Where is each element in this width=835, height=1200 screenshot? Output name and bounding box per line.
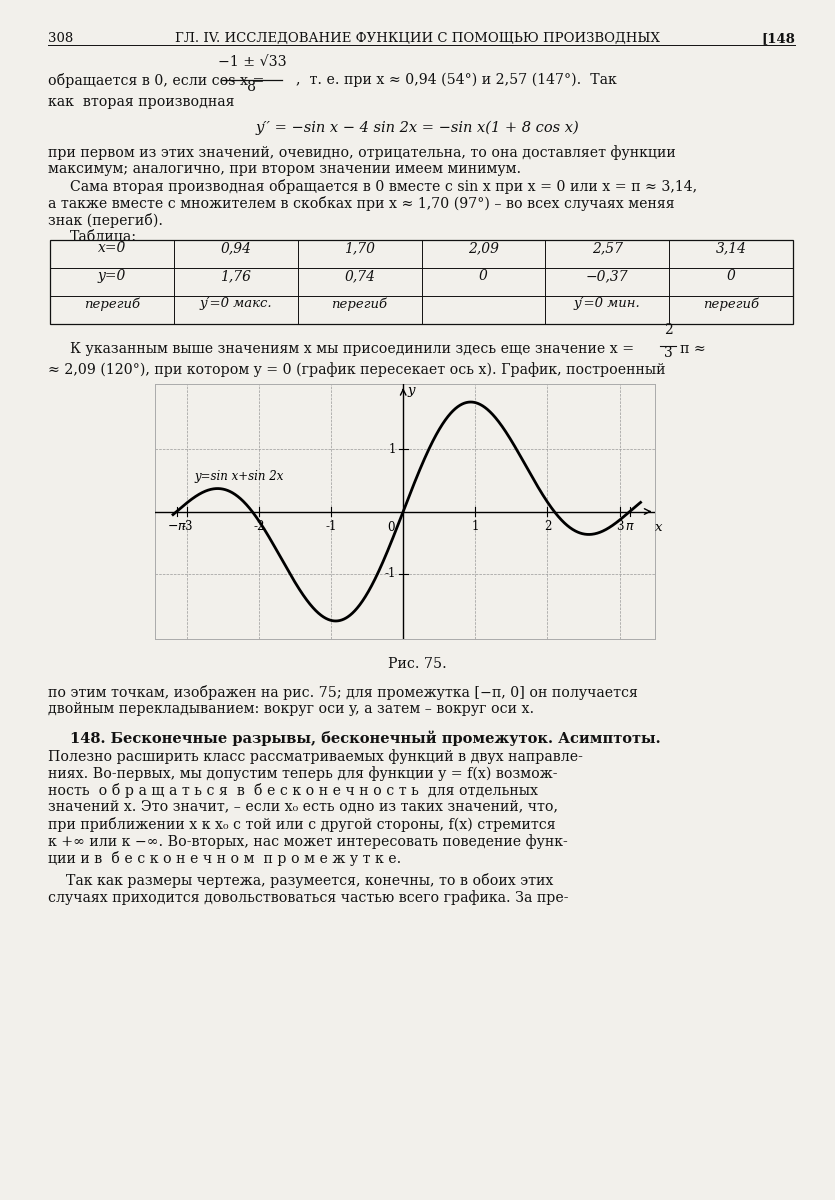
Text: 1: 1 bbox=[388, 443, 396, 456]
Text: Таблица:: Таблица: bbox=[70, 230, 137, 244]
Text: при приближении x к x₀ с той или с другой стороны, f(x) стремится: при приближении x к x₀ с той или с друго… bbox=[48, 817, 555, 832]
Text: π ≈: π ≈ bbox=[680, 342, 706, 356]
Text: y′=0 мин.: y′=0 мин. bbox=[574, 298, 640, 311]
Text: ность  о б р а щ а т ь с я  в  б е с к о н е ч н о с т ь  для отдельных: ность о б р а щ а т ь с я в б е с к о н … bbox=[48, 782, 538, 798]
Text: 0: 0 bbox=[726, 269, 736, 283]
Text: ≈ 2,09 (120°), при котором y = 0 (график пересекает ось x). График, построенный: ≈ 2,09 (120°), при котором y = 0 (график… bbox=[48, 362, 665, 377]
Text: Полезно расширить класс рассматриваемых функций в двух направле-: Полезно расширить класс рассматриваемых … bbox=[48, 749, 583, 764]
Text: ции и в  б е с к о н е ч н о м  п р о м е ж у т к е.: ции и в б е с к о н е ч н о м п р о м е … bbox=[48, 851, 402, 866]
Text: $-\pi$: $-\pi$ bbox=[166, 520, 187, 533]
Text: 0: 0 bbox=[387, 521, 395, 534]
Text: -2: -2 bbox=[253, 520, 265, 533]
Text: y′′ = −sin x − 4 sin 2x = −sin x(1 + 8 cos x): y′′ = −sin x − 4 sin 2x = −sin x(1 + 8 c… bbox=[256, 121, 579, 136]
Text: −0,37: −0,37 bbox=[586, 269, 629, 283]
Text: к +∞ или к −∞. Во-вторых, нас может интересовать поведение функ-: к +∞ или к −∞. Во-вторых, нас может инте… bbox=[48, 834, 568, 848]
Text: 3: 3 bbox=[615, 520, 623, 533]
Text: обращается в 0, если cos x =: обращается в 0, если cos x = bbox=[48, 73, 265, 88]
Text: максимум; аналогично, при втором значении имеем минимум.: максимум; аналогично, при втором значени… bbox=[48, 162, 521, 176]
Text: перегиб: перегиб bbox=[331, 298, 387, 311]
Text: 0,74: 0,74 bbox=[344, 269, 375, 283]
Text: [148: [148 bbox=[762, 32, 795, 44]
Text: y=0: y=0 bbox=[98, 269, 126, 283]
Text: Рис. 75.: Рис. 75. bbox=[387, 658, 447, 671]
Text: 1,76: 1,76 bbox=[220, 269, 251, 283]
Bar bbox=[50, 240, 793, 324]
Text: К указанным выше значениям x мы присоединили здесь еще значение x =: К указанным выше значениям x мы присоеди… bbox=[70, 342, 634, 356]
Text: ГЛ. IV. ИССЛЕДОВАНИЕ ФУНКЦИИ С ПОМОЩЬЮ ПРОИЗВОДНЫХ: ГЛ. IV. ИССЛЕДОВАНИЕ ФУНКЦИИ С ПОМОЩЬЮ П… bbox=[175, 32, 660, 44]
Text: -1: -1 bbox=[326, 520, 337, 533]
Text: при первом из этих значений, очевидно, отрицательна, то она доставляет функции: при первом из этих значений, очевидно, о… bbox=[48, 145, 676, 160]
Text: 148. Бесконечные разрывы, бесконечный промежуток. Асимптоты.: 148. Бесконечные разрывы, бесконечный пр… bbox=[70, 730, 660, 745]
Text: 2,09: 2,09 bbox=[468, 241, 499, 254]
Text: ниях. Во-первых, мы допустим теперь для функции y = f(x) возмож-: ниях. Во-первых, мы допустим теперь для … bbox=[48, 766, 558, 781]
Text: случаях приходится довольствоваться частью всего графика. За пре-: случаях приходится довольствоваться част… bbox=[48, 890, 569, 905]
Text: двойным перекладыванием: вокруг оси y, а затем – вокруг оси x.: двойным перекладыванием: вокруг оси y, а… bbox=[48, 702, 534, 716]
Text: y′=0 макс.: y′=0 макс. bbox=[200, 298, 272, 311]
Text: -1: -1 bbox=[385, 568, 396, 580]
Text: 8: 8 bbox=[247, 80, 256, 94]
Text: значений x. Это значит, – если x₀ есть одно из таких значений, что,: значений x. Это значит, – если x₀ есть о… bbox=[48, 800, 558, 814]
Text: x=0: x=0 bbox=[98, 241, 126, 254]
Text: Так как размеры чертежа, разумеется, конечны, то в обоих этих: Так как размеры чертежа, разумеется, кон… bbox=[48, 874, 554, 888]
Text: 0: 0 bbox=[479, 269, 488, 283]
Text: ,  т. е. при x ≈ 0,94 (54°) и 2,57 (147°).  Так: , т. е. при x ≈ 0,94 (54°) и 2,57 (147°)… bbox=[296, 73, 617, 88]
Text: y=sin x+sin 2x: y=sin x+sin 2x bbox=[194, 470, 283, 484]
Text: Сама вторая производная обращается в 0 вместе с sin x при x = 0 или x = π ≈ 3,14: Сама вторая производная обращается в 0 в… bbox=[70, 179, 697, 194]
Text: 2: 2 bbox=[544, 520, 551, 533]
Text: 0,94: 0,94 bbox=[220, 241, 251, 254]
Text: 1,70: 1,70 bbox=[344, 241, 375, 254]
Text: а также вместе с множителем в скобках при x ≈ 1,70 (97°) – во всех случаях меняя: а также вместе с множителем в скобках пр… bbox=[48, 196, 675, 211]
Text: x: x bbox=[655, 521, 662, 534]
Text: 2,57: 2,57 bbox=[592, 241, 623, 254]
Text: знак (перегиб).: знак (перегиб). bbox=[48, 214, 163, 228]
Text: 3,14: 3,14 bbox=[716, 241, 746, 254]
Text: 308: 308 bbox=[48, 32, 73, 44]
Text: −1 ± √33: −1 ± √33 bbox=[218, 55, 286, 68]
Text: y: y bbox=[407, 384, 415, 397]
Text: как  вторая производная: как вторая производная bbox=[48, 95, 235, 109]
Text: 2: 2 bbox=[664, 323, 672, 337]
Text: 1: 1 bbox=[472, 520, 479, 533]
Text: -3: -3 bbox=[181, 520, 193, 533]
Text: перегиб: перегиб bbox=[703, 298, 759, 311]
Text: 3: 3 bbox=[664, 346, 672, 360]
Text: по этим точкам, изображен на рис. 75; для промежутка [−π, 0] он получается: по этим точкам, изображен на рис. 75; дл… bbox=[48, 685, 638, 700]
Text: перегиб: перегиб bbox=[84, 298, 140, 311]
Text: $\pi$: $\pi$ bbox=[625, 520, 635, 533]
